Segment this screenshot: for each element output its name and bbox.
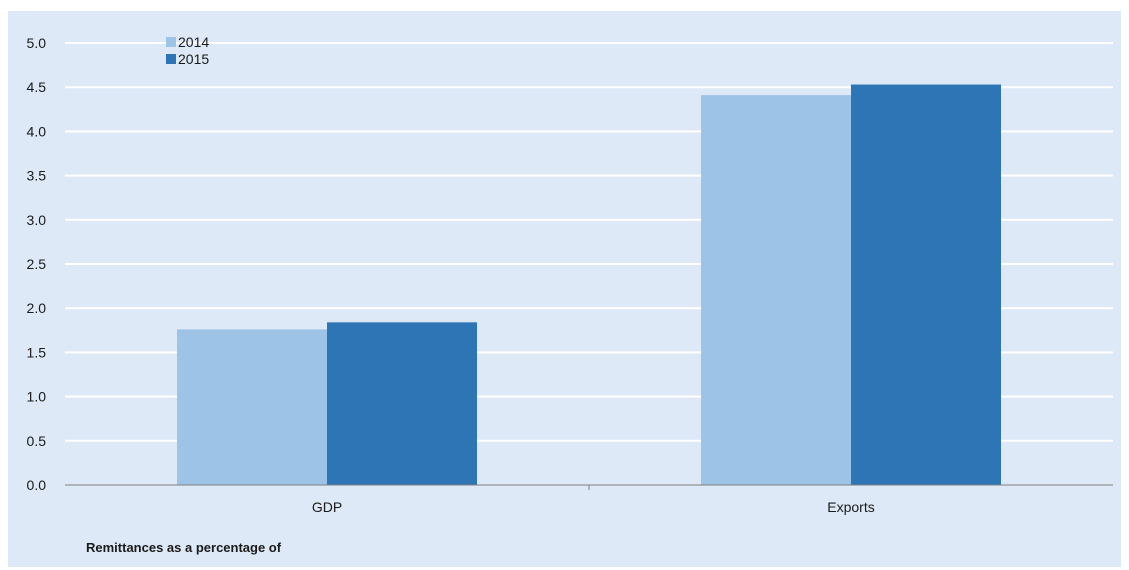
legend-swatch-2014: [166, 37, 176, 47]
bar-gdp-2014: [177, 329, 327, 485]
y-tick-label: 0.5: [27, 433, 47, 449]
y-tick-label: 1.5: [27, 344, 47, 360]
x-axis-ticks: GDP Exports: [312, 485, 875, 515]
bar-exports-2015: [851, 84, 1001, 485]
y-tick-label: 3.0: [27, 212, 47, 228]
y-tick-label: 4.0: [27, 123, 47, 139]
bar-chart: 0.0 0.5 1.0 1.5 2.0 2.5 3.0 3.5 4.0 4.5 5.0 GDP Exp…: [27, 34, 1113, 555]
y-tick-label: 2.0: [27, 300, 47, 316]
x-tick-label: GDP: [312, 499, 342, 515]
x-tick-label: Exports: [827, 499, 874, 515]
y-tick-label: 3.5: [27, 168, 47, 184]
bars: [177, 84, 1001, 485]
y-tick-label: 2.5: [27, 256, 47, 272]
y-tick-label: 5.0: [27, 35, 47, 51]
y-tick-label: 0.0: [27, 477, 47, 493]
bar-exports-2014: [701, 95, 851, 485]
y-tick-label: 1.0: [27, 389, 47, 405]
legend-label-2014: 2014: [178, 34, 209, 50]
y-tick-label: 4.5: [27, 79, 47, 95]
legend-swatch-2015: [166, 54, 176, 64]
legend-label-2015: 2015: [178, 51, 209, 67]
y-axis-ticks: 0.0 0.5 1.0 1.5 2.0 2.5 3.0 3.5 4.0 4.5 5.0: [27, 35, 47, 493]
x-axis-label: Remittances as a percentage of: [86, 540, 282, 555]
chart-panel: 0.0 0.5 1.0 1.5 2.0 2.5 3.0 3.5 4.0 4.5 5.0 GDP Exp…: [8, 11, 1121, 567]
bar-gdp-2015: [327, 322, 477, 485]
